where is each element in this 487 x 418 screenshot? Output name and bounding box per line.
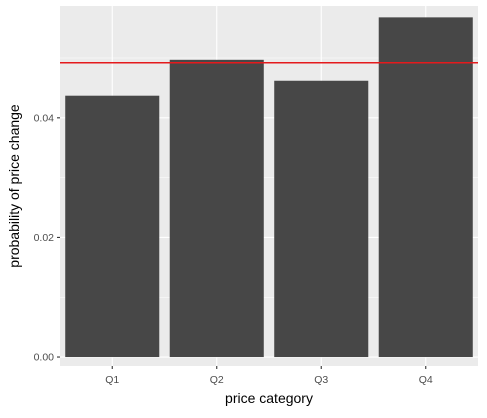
x-axis-title: price category <box>225 390 313 406</box>
y-axis-title: probability of price change <box>6 104 22 268</box>
bar-q4 <box>378 17 473 358</box>
bar-q2 <box>169 59 264 358</box>
y-tick-label: 0.02 <box>34 232 55 244</box>
x-tick-label: Q4 <box>419 374 433 386</box>
bar-q1 <box>65 95 160 358</box>
x-axis-ticks: Q1 Q2 Q3 Q4 <box>105 366 433 386</box>
y-tick-label: 0.04 <box>34 112 55 124</box>
x-tick-label: Q1 <box>105 374 119 386</box>
y-tick-label: 0.00 <box>34 352 55 364</box>
y-axis-ticks: 0.00 0.02 0.04 <box>34 112 60 364</box>
bar-q3 <box>274 80 369 358</box>
x-tick-label: Q2 <box>210 374 224 386</box>
x-tick-label: Q3 <box>314 374 328 386</box>
bars-group <box>65 17 473 358</box>
